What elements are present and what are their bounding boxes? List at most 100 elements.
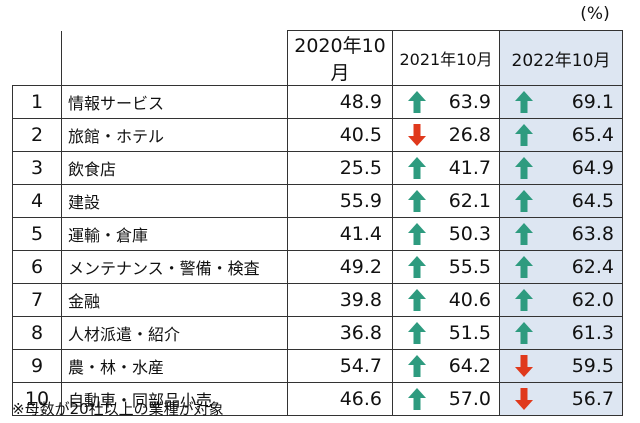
trend-cell-content: 64.5 bbox=[500, 189, 622, 213]
trend-cell-content: 50.3 bbox=[393, 222, 499, 246]
industry-cell: 情報サービス bbox=[61, 85, 288, 119]
rank-cell: 2 bbox=[12, 118, 62, 152]
rank-cell: 8 bbox=[12, 316, 62, 350]
industry-cell: 農・林・水産 bbox=[61, 349, 288, 383]
up-arrow-icon bbox=[515, 157, 533, 179]
value-2020-cell: 46.6 bbox=[287, 382, 393, 416]
value-2021-cell: 64.2 bbox=[392, 349, 500, 383]
value-2020-cell: 36.8 bbox=[287, 316, 393, 350]
value-2021: 26.8 bbox=[448, 124, 491, 146]
value-2022: 69.1 bbox=[571, 91, 614, 113]
value-2022-cell: 65.4 bbox=[499, 118, 623, 152]
trend-cell-content: 63.8 bbox=[500, 222, 622, 246]
header-row: 2020年10月 2021年10月 2022年10月 bbox=[12, 30, 623, 86]
header-2020: 2020年10月 bbox=[287, 30, 393, 86]
value-2022: 59.5 bbox=[571, 355, 614, 377]
trend-cell-content: 56.7 bbox=[500, 387, 622, 411]
unit-label: (%) bbox=[580, 4, 610, 24]
value-2021: 51.5 bbox=[448, 322, 491, 344]
industry-cell: 自動車・同部品小売 bbox=[61, 382, 288, 416]
trend-cell-content: 62.0 bbox=[500, 288, 622, 312]
header-2022: 2022年10月 bbox=[499, 30, 623, 86]
trend-cell-content: 64.9 bbox=[500, 156, 622, 180]
value-2022: 65.4 bbox=[571, 124, 614, 146]
value-2021: 64.2 bbox=[448, 355, 491, 377]
trend-cell-content: 69.1 bbox=[500, 90, 622, 114]
trend-cell-content: 41.7 bbox=[393, 156, 499, 180]
trend-cell-content: 65.4 bbox=[500, 123, 622, 147]
up-arrow-icon bbox=[408, 91, 426, 113]
value-2021: 62.1 bbox=[448, 190, 491, 212]
up-arrow-icon bbox=[515, 289, 533, 311]
value-2022: 62.0 bbox=[571, 289, 614, 311]
table-row: 1 情報サービス 48.9 63.9 69.1 bbox=[12, 85, 623, 119]
rank-cell: 7 bbox=[12, 283, 62, 317]
table-row: 4 建設 55.9 62.1 64.5 bbox=[12, 184, 623, 218]
value-2022-cell: 59.5 bbox=[499, 349, 623, 383]
industry-cell: 人材派遣・紹介 bbox=[61, 316, 288, 350]
value-2020-cell: 55.9 bbox=[287, 184, 393, 218]
value-2020-cell: 41.4 bbox=[287, 217, 393, 251]
industry-cell: 建設 bbox=[61, 184, 288, 218]
value-2022: 64.9 bbox=[571, 157, 614, 179]
header-blank-rank bbox=[12, 30, 62, 86]
rank-cell: 3 bbox=[12, 151, 62, 185]
value-2021-cell: 41.7 bbox=[392, 151, 500, 185]
value-2021-cell: 26.8 bbox=[392, 118, 500, 152]
trend-cell-content: 55.5 bbox=[393, 255, 499, 279]
value-2022-cell: 64.5 bbox=[499, 184, 623, 218]
value-2021-cell: 50.3 bbox=[392, 217, 500, 251]
table-row: 3 飲食店 25.5 41.7 64.9 bbox=[12, 151, 623, 185]
value-2022-cell: 56.7 bbox=[499, 382, 623, 416]
value-2020-cell: 40.5 bbox=[287, 118, 393, 152]
value-2022: 56.7 bbox=[571, 388, 614, 410]
industry-cell: 金融 bbox=[61, 283, 288, 317]
value-2022-cell: 64.9 bbox=[499, 151, 623, 185]
trend-cell-content: 51.5 bbox=[393, 321, 499, 345]
industry-cell: 運輸・倉庫 bbox=[61, 217, 288, 251]
up-arrow-icon bbox=[408, 223, 426, 245]
value-2022-cell: 63.8 bbox=[499, 217, 623, 251]
value-2021: 63.9 bbox=[448, 91, 491, 113]
table-row: 7 金融 39.8 40.6 62.0 bbox=[12, 283, 623, 317]
industry-cell: メンテナンス・警備・検査 bbox=[61, 250, 288, 284]
trend-cell-content: 26.8 bbox=[393, 123, 499, 147]
industry-ranking-table: 2020年10月 2021年10月 2022年10月 1 情報サービス 48.9 63… bbox=[12, 30, 623, 416]
value-2020-cell: 39.8 bbox=[287, 283, 393, 317]
up-arrow-icon bbox=[515, 190, 533, 212]
rank-cell: 4 bbox=[12, 184, 62, 218]
value-2022: 63.8 bbox=[571, 223, 614, 245]
value-2021: 50.3 bbox=[448, 223, 491, 245]
table-row: 2 旅館・ホテル 40.5 26.8 65.4 bbox=[12, 118, 623, 152]
up-arrow-icon bbox=[515, 256, 533, 278]
rank-cell: 6 bbox=[12, 250, 62, 284]
trend-cell-content: 40.6 bbox=[393, 288, 499, 312]
value-2022-cell: 69.1 bbox=[499, 85, 623, 119]
value-2022-cell: 62.0 bbox=[499, 283, 623, 317]
value-2022-cell: 61.3 bbox=[499, 316, 623, 350]
value-2022-cell: 62.4 bbox=[499, 250, 623, 284]
trend-cell-content: 63.9 bbox=[393, 90, 499, 114]
up-arrow-icon bbox=[408, 322, 426, 344]
down-arrow-icon bbox=[515, 355, 533, 377]
value-2020-cell: 49.2 bbox=[287, 250, 393, 284]
value-2020-cell: 25.5 bbox=[287, 151, 393, 185]
value-2021-cell: 57.0 bbox=[392, 382, 500, 416]
trend-cell-content: 64.2 bbox=[393, 354, 499, 378]
up-arrow-icon bbox=[408, 256, 426, 278]
down-arrow-icon bbox=[515, 388, 533, 410]
value-2021-cell: 63.9 bbox=[392, 85, 500, 119]
up-arrow-icon bbox=[515, 91, 533, 113]
value-2021-cell: 55.5 bbox=[392, 250, 500, 284]
table-row: 9 農・林・水産 54.7 64.2 59.5 bbox=[12, 349, 623, 383]
trend-cell-content: 62.4 bbox=[500, 255, 622, 279]
value-2022: 64.5 bbox=[571, 190, 614, 212]
up-arrow-icon bbox=[408, 190, 426, 212]
trend-cell-content: 61.3 bbox=[500, 321, 622, 345]
down-arrow-icon bbox=[408, 124, 426, 146]
rank-cell: 9 bbox=[12, 349, 62, 383]
up-arrow-icon bbox=[408, 289, 426, 311]
table-row: 5 運輸・倉庫 41.4 50.3 63.8 bbox=[12, 217, 623, 251]
trend-cell-content: 62.1 bbox=[393, 189, 499, 213]
table-row: 6 メンテナンス・警備・検査 49.2 55.5 62.4 bbox=[12, 250, 623, 284]
